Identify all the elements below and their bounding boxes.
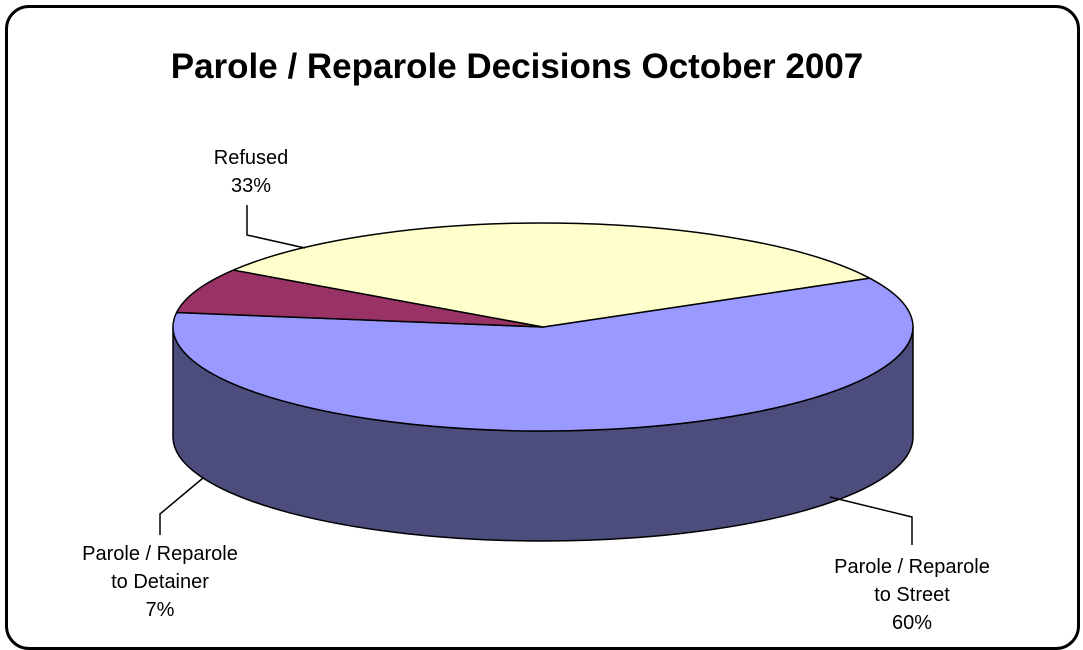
- pie-slice-1: [175, 269, 544, 328]
- slice-percent-label: 33%: [231, 175, 271, 197]
- slice-label: to Detainer: [111, 571, 209, 593]
- slice-label: Parole / Reparole: [834, 556, 990, 578]
- pie-tops: [172, 222, 914, 432]
- leader-line-2: [246, 205, 306, 249]
- slice-percent-label: 7%: [146, 599, 175, 621]
- slice-label: Refused: [214, 147, 289, 169]
- chart-title: Parole / Reparole Decisions October 2007: [171, 47, 864, 86]
- slice-label: Parole / Reparole: [82, 543, 238, 565]
- slice-label: to Street: [874, 584, 950, 606]
- slice-labels: Parole / Reparole to Street 60% Parole / Re…: [82, 147, 990, 634]
- slice-percent-label: 60%: [892, 612, 932, 634]
- pie-slice-0: [172, 277, 914, 432]
- leader-line-0: [829, 496, 913, 545]
- leader-line-1: [159, 477, 204, 535]
- leader-lines: [159, 205, 913, 545]
